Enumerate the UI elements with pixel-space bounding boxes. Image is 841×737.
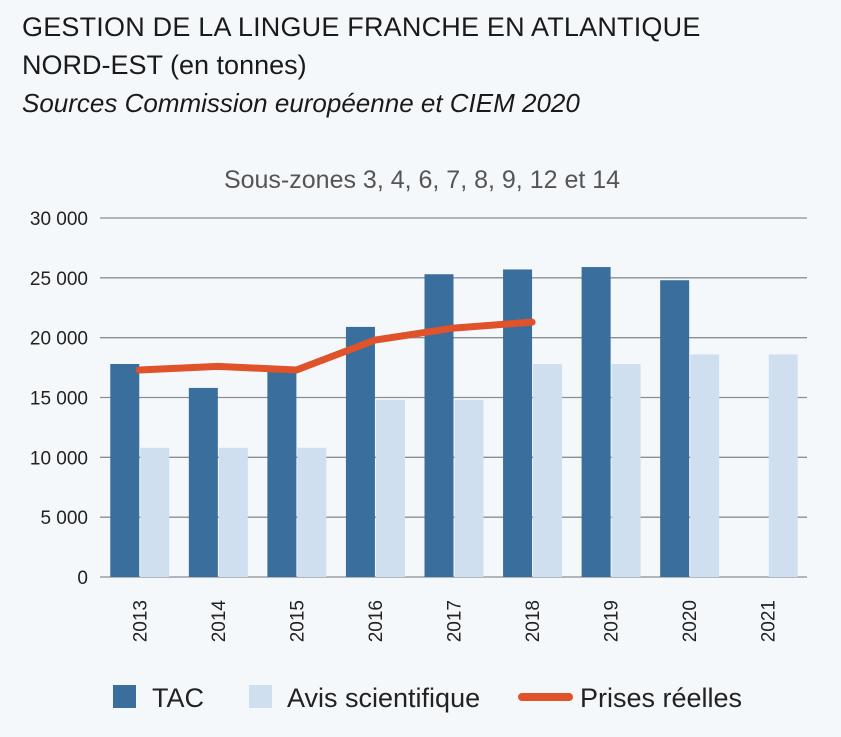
line-prises-reelles: [135, 318, 536, 374]
y-tick-label: 0: [77, 568, 88, 589]
title-line1: GESTION DE LA LINGUE FRANCHE EN ATLANTIQ…: [22, 12, 701, 42]
y-axis-ticks: 0 5 000 10 000 15 000 20 000 25 000 30 000: [30, 209, 88, 589]
legend-swatch-avis: [249, 685, 272, 708]
x-tick-label: 2015: [287, 600, 308, 642]
x-tick-label: 2014: [209, 600, 230, 643]
y-tick-label: 5 000: [40, 508, 88, 529]
bars: [110, 267, 798, 577]
bar-avis-2013: [140, 447, 170, 577]
bar-tac-2018: [503, 269, 533, 577]
y-tick-label: 25 000: [30, 269, 88, 290]
bar-tac-2019: [581, 267, 611, 577]
x-tick-label: 2018: [523, 600, 544, 642]
bar-tac-2013: [110, 363, 140, 577]
bar-tac-2020: [660, 280, 690, 577]
bar-tac-2016: [345, 326, 375, 577]
title-line2: NORD-EST: [22, 50, 163, 80]
bar-avis-2021: [768, 354, 798, 577]
bar-tac-2014: [188, 387, 218, 577]
x-tick-label: 2017: [445, 600, 466, 642]
y-tick-label: 20 000: [30, 329, 88, 350]
legend-swatch-tac: [113, 685, 136, 708]
x-tick-label: 2013: [130, 600, 151, 642]
bar-tac-2015: [267, 371, 297, 577]
bar-avis-2016: [375, 399, 405, 577]
bar-avis-2017: [454, 399, 484, 577]
title-unit: (en tonnes): [170, 50, 307, 80]
y-tick-label: 30 000: [30, 209, 88, 230]
legend: TAC Avis scientifique Prises réelles: [113, 683, 742, 713]
bar-tac-2017: [424, 274, 454, 577]
y-tick-label: 15 000: [30, 389, 88, 410]
legend-label-avis: Avis scientifique: [287, 683, 480, 713]
y-tick-label: 10 000: [30, 448, 88, 469]
bar-avis-2015: [297, 447, 327, 577]
chart-title: GESTION DE LA LINGUE FRANCHE EN ATLANTIQ…: [22, 8, 822, 84]
bar-avis-2019: [611, 363, 641, 577]
x-tick-label: 2016: [366, 600, 387, 642]
legend-label-tac: TAC: [152, 683, 204, 713]
legend-label-prises: Prises réelles: [580, 683, 742, 713]
chart-subtitle: Sous-zones 3, 4, 6, 7, 8, 9, 12 et 14: [224, 166, 620, 194]
bar-avis-2018: [533, 363, 563, 577]
bar-avis-2020: [690, 354, 720, 577]
x-tick-label: 2021: [759, 600, 780, 642]
x-axis-ticks: 2013 2014 2015 2016 2017 2018 2019 2020 2021: [130, 600, 779, 643]
x-tick-label: 2020: [680, 600, 701, 642]
chart-source: Sources Commission européenne et CIEM 20…: [22, 88, 580, 118]
x-tick-label: 2019: [602, 600, 623, 642]
bar-avis-2014: [218, 447, 248, 577]
prises-line: [135, 318, 536, 374]
